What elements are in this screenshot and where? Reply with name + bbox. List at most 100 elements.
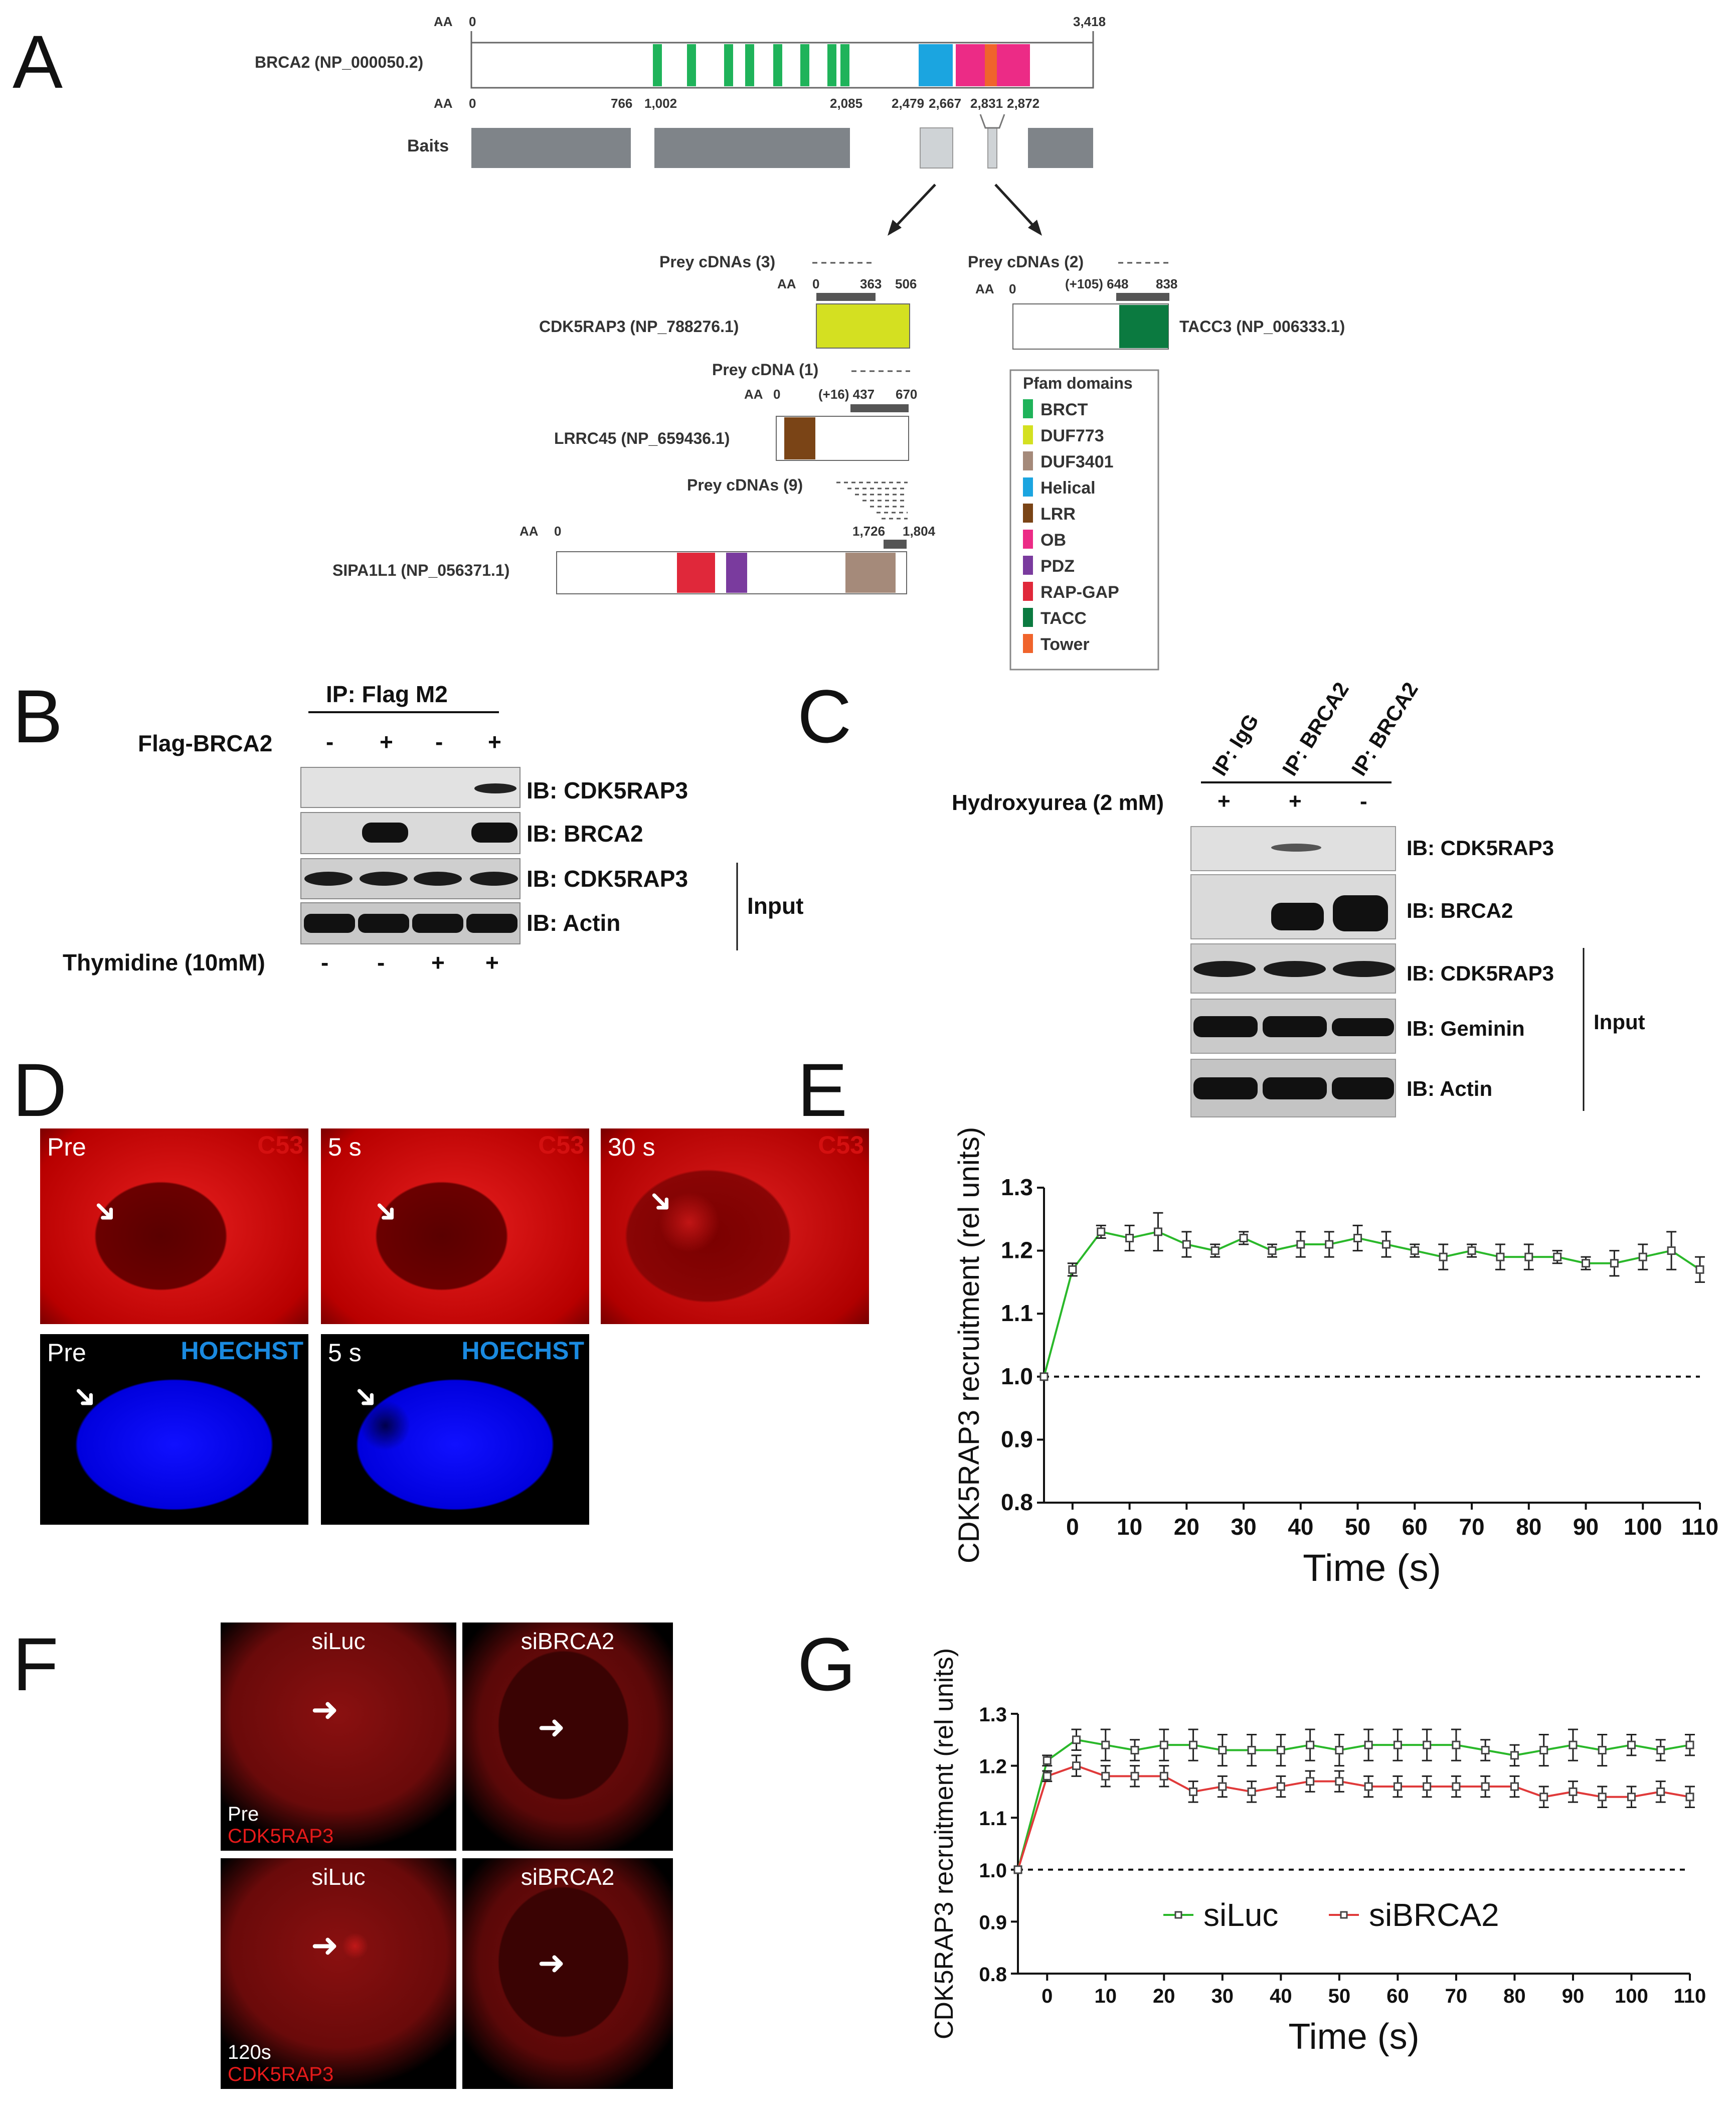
point-1-13: [1393, 1782, 1402, 1791]
point-0-13: [1410, 1246, 1419, 1255]
bait-tick-2872: 2,872: [1007, 96, 1039, 111]
arrow-right-head: [1028, 220, 1042, 236]
point-0-1: [1043, 1756, 1052, 1765]
arrow-icon: ➜: [639, 1180, 682, 1223]
point-0-7: [1239, 1233, 1248, 1242]
point-0-8: [1268, 1246, 1277, 1255]
bands-c-4: [1193, 1016, 1394, 1037]
cdk-tick-506: 506: [895, 276, 917, 291]
tacc-tick-648: (+105) 648: [1065, 276, 1128, 291]
point-0-14: [1439, 1252, 1448, 1261]
panel-c: IP: IgG IP: BRCA2 IP: BRCA2 Hydroxyurea …: [952, 678, 1645, 1117]
point-0-20: [1598, 1746, 1607, 1755]
series-line-1: [1017, 1764, 1690, 1870]
point-0-12: [1381, 1240, 1391, 1249]
pfam-legend-items: BRCT DUF773 DUF3401 Helical LRR OB PDZ RAP-GAP T…: [1023, 399, 1119, 654]
aa-label-lrr: AA: [744, 387, 763, 402]
point-0-9: [1276, 1746, 1285, 1755]
x-tick-label-10: 100: [1615, 1985, 1648, 2007]
legend-swatch-8: [1023, 608, 1033, 627]
micro-d-hoechst-pre: Pre HOECHST ➜: [40, 1334, 308, 1525]
hydroxyurea-lane-3: -: [1360, 789, 1367, 814]
point-1-15: [1452, 1782, 1461, 1791]
band-b-2-lane2: [362, 823, 408, 843]
arrow-right: [994, 184, 1039, 232]
point-1-1: [1043, 1771, 1052, 1780]
input-label-b: Input: [747, 893, 803, 919]
band-c-1-lane2: [1271, 844, 1321, 852]
micro-d-3-channel: C53: [818, 1131, 864, 1159]
flag-brca2-lane-1: -: [326, 729, 333, 755]
series-line-0: [1043, 1230, 1701, 1377]
point-1-20: [1598, 1793, 1607, 1802]
pfam-legend-box: [1009, 369, 1159, 671]
micro-d-2-channel: C53: [538, 1131, 584, 1159]
legend-label-4: LRR: [1040, 505, 1076, 524]
point-1-12: [1364, 1782, 1373, 1791]
point-0-17: [1510, 1751, 1519, 1760]
y-axis-label: CDK5RAP3 recruitment (rel units): [930, 1648, 959, 2039]
point-0-15: [1452, 1740, 1461, 1749]
point-0-13: [1393, 1740, 1402, 1749]
micro-f-2-cond: siBRCA2: [520, 1628, 615, 1654]
legend-swatch-1: [1023, 425, 1033, 444]
x-tick-label-8: 80: [1503, 1985, 1526, 2007]
micro-f-sibrca2-pre: siBRCA2 ➜: [462, 1623, 673, 1851]
prey-sipa-dashes: [836, 481, 908, 520]
arrow-icon: ➜: [84, 1190, 127, 1233]
legend-swatch-0: [1023, 399, 1033, 418]
point-1-21: [1627, 1793, 1636, 1802]
x-tick-label-4: 40: [1288, 1514, 1313, 1540]
arrow-icon: ➜: [311, 1926, 339, 1965]
point-0-0: [1039, 1372, 1049, 1381]
point-0-10: [1325, 1240, 1334, 1249]
point-1-17: [1510, 1782, 1519, 1791]
lrr-prey-bar: [850, 404, 909, 412]
x-tick-label-2: 20: [1174, 1514, 1199, 1540]
x-tick-label-0: 0: [1041, 1985, 1053, 2007]
point-1-16: [1481, 1782, 1490, 1791]
point-1-11: [1335, 1777, 1344, 1786]
panel-a: AA 0 3,418 BRCA2 (NP_000050.2) AA 0 766 …: [255, 14, 1345, 671]
sipa-tick-1726: 1,726: [852, 524, 885, 539]
point-1-8: [1247, 1787, 1256, 1796]
sipa-tick-1804: 1,804: [903, 524, 936, 539]
series-line-0: [1017, 1738, 1690, 1870]
point-0-9: [1296, 1240, 1305, 1249]
arrow-icon: ➜: [538, 1944, 566, 1982]
point-0-21: [1638, 1252, 1647, 1261]
micro-d-5-channel: HOECHST: [461, 1337, 584, 1365]
micro-f-4-cond: siBRCA2: [520, 1864, 615, 1890]
brca2-tick-end: 3,418: [1073, 14, 1106, 29]
lane-c-1: IP: IgG: [1207, 710, 1264, 780]
micro-f-3-cond: siLuc: [311, 1864, 366, 1890]
micro-f-1-cond: siLuc: [311, 1628, 366, 1654]
point-1-4: [1130, 1771, 1139, 1780]
bait-1: [471, 128, 631, 168]
flag-brca2-lane-3: -: [435, 729, 443, 755]
point-0-3: [1125, 1233, 1134, 1242]
bait-4-bracket: [979, 114, 1005, 129]
prey-sipa-label: Prey cDNAs (9): [687, 476, 803, 494]
pfam-legend-title: Pfam domains: [1023, 374, 1133, 392]
legend-marker-1: [1340, 1911, 1348, 1919]
chart-g: 0.8 0.9 1.0 1.1 1.2 1.3 0 10 20 30 40 50 60 70 80 90 100…: [930, 1648, 1706, 2057]
point-0-5: [1182, 1240, 1191, 1249]
bait-tick-2831: 2,831: [970, 96, 1003, 111]
point-0-18: [1539, 1746, 1548, 1755]
x-tick-label-11: 110: [1681, 1514, 1718, 1540]
y-tick-label-2: 1.0: [1001, 1363, 1033, 1389]
cdk-tick-363: 363: [860, 276, 882, 291]
lrr-tick-670: 670: [896, 387, 917, 402]
micro-d-3-time: 30 s: [608, 1133, 655, 1161]
panel-b: IP: Flag M2 Flag-BRCA2 - + - + IB: CDK5R…: [63, 681, 803, 976]
micro-f-1-channel: CDK5RAP3: [228, 1825, 334, 1847]
panel-letter-d: D: [13, 1048, 67, 1132]
arrow-icon: ➜: [311, 1690, 339, 1729]
panel-letter-b: B: [13, 674, 63, 758]
y-tick-label-2: 1.0: [979, 1860, 1007, 1882]
point-0-17: [1524, 1252, 1533, 1261]
legend-label-1: DUF773: [1040, 426, 1104, 445]
arrow-left: [891, 184, 936, 232]
